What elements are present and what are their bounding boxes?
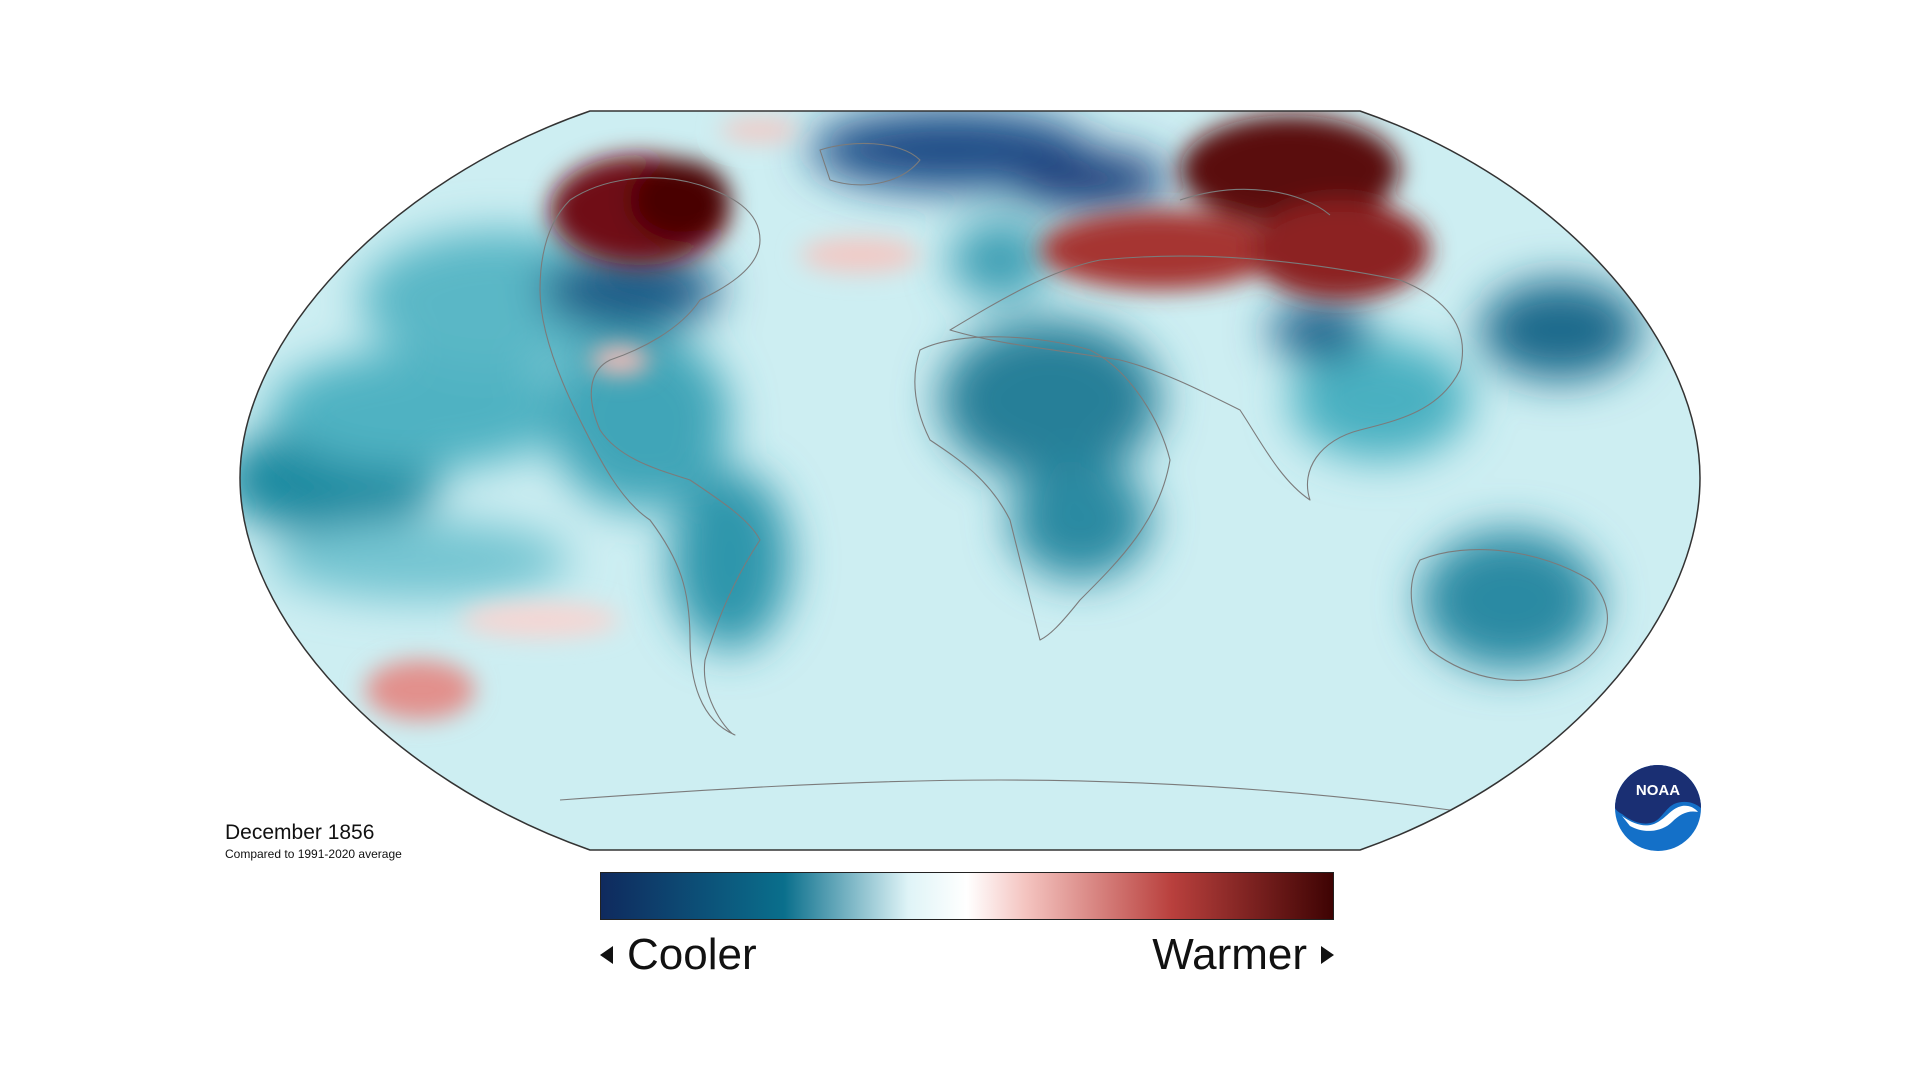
legend-warmer: Warmer — [1152, 925, 1334, 985]
logo-text: NOAA — [1636, 782, 1680, 799]
map-subtitle: Compared to 1991-2020 average — [225, 847, 402, 861]
arrow-left-icon — [600, 946, 613, 964]
arrow-right-icon — [1321, 946, 1334, 964]
legend-labels: Cooler Warmer — [600, 925, 1334, 985]
color-scale-bar — [600, 872, 1334, 920]
noaa-logo-icon: NOAA — [1615, 765, 1701, 851]
legend-cooler-label: Cooler — [627, 930, 757, 979]
colorbar-gradient — [601, 873, 1333, 919]
map-caption: December 1856 Compared to 1991-2020 aver… — [225, 820, 402, 862]
anomaly-field — [240, 111, 1700, 850]
legend-warmer-label: Warmer — [1152, 930, 1307, 979]
legend-cooler: Cooler — [600, 925, 757, 985]
map-title: December 1856 — [225, 821, 375, 844]
